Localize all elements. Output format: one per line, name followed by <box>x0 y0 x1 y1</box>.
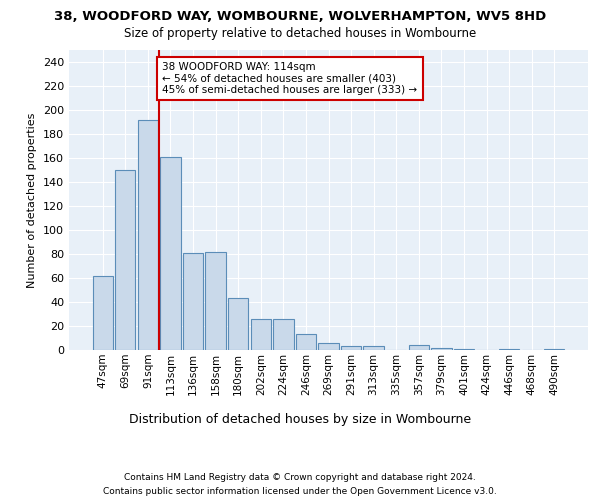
Text: Distribution of detached houses by size in Wombourne: Distribution of detached houses by size … <box>129 412 471 426</box>
Text: Contains HM Land Registry data © Crown copyright and database right 2024.: Contains HM Land Registry data © Crown c… <box>124 472 476 482</box>
Bar <box>138 120 158 350</box>
Bar <box>454 349 474 350</box>
Bar <box>364 346 384 350</box>
Bar <box>499 349 519 350</box>
Text: Contains public sector information licensed under the Open Government Licence v3: Contains public sector information licen… <box>103 488 497 496</box>
Bar <box>273 319 293 350</box>
Bar <box>92 276 113 350</box>
Text: 38 WOODFORD WAY: 114sqm
← 54% of detached houses are smaller (403)
45% of semi-d: 38 WOODFORD WAY: 114sqm ← 54% of detache… <box>163 62 418 95</box>
Bar <box>431 348 452 350</box>
Text: Size of property relative to detached houses in Wombourne: Size of property relative to detached ho… <box>124 28 476 40</box>
Y-axis label: Number of detached properties: Number of detached properties <box>28 112 37 288</box>
Bar <box>296 334 316 350</box>
Bar <box>183 253 203 350</box>
Bar <box>319 343 338 350</box>
Bar <box>341 346 361 350</box>
Bar <box>115 170 136 350</box>
Bar <box>205 252 226 350</box>
Text: 38, WOODFORD WAY, WOMBOURNE, WOLVERHAMPTON, WV5 8HD: 38, WOODFORD WAY, WOMBOURNE, WOLVERHAMPT… <box>54 10 546 23</box>
Bar <box>160 157 181 350</box>
Bar <box>544 349 565 350</box>
Bar <box>228 298 248 350</box>
Bar <box>251 319 271 350</box>
Bar <box>409 345 429 350</box>
